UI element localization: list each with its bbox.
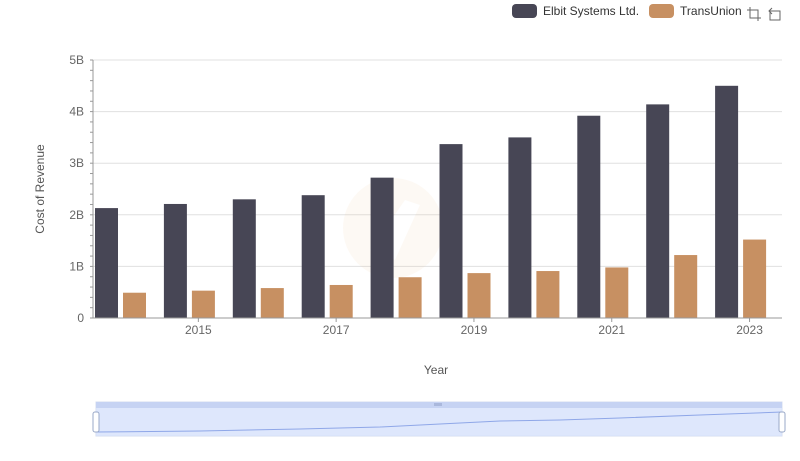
bar-transunion-2015[interactable] bbox=[191, 290, 215, 318]
bar-elbit-2019[interactable] bbox=[439, 144, 463, 318]
x-tick-label: 2023 bbox=[736, 323, 763, 337]
x-tick-label: 2019 bbox=[461, 323, 488, 337]
bar-elbit-2016[interactable] bbox=[232, 199, 256, 318]
legend-item-transunion[interactable]: TransUnion bbox=[649, 4, 742, 18]
y-tick-label: 0 bbox=[77, 311, 84, 325]
bar-transunion-2023[interactable] bbox=[743, 239, 767, 318]
x-tick-label: 2017 bbox=[323, 323, 350, 337]
legend: Elbit Systems Ltd. TransUnion bbox=[512, 4, 742, 18]
legend-swatch-elbit bbox=[512, 4, 537, 18]
legend-swatch-transunion bbox=[649, 4, 675, 18]
y-axis-title: Cost of Revenue bbox=[33, 144, 47, 234]
bar-elbit-2014[interactable] bbox=[95, 208, 118, 318]
bar-transunion-2014[interactable] bbox=[123, 292, 146, 318]
y-tick-label: 1B bbox=[69, 259, 84, 273]
bar-transunion-2017[interactable] bbox=[329, 284, 353, 318]
bar-elbit-2020[interactable] bbox=[508, 137, 532, 318]
bar-transunion-2021[interactable] bbox=[605, 267, 629, 318]
y-tick-label: 4B bbox=[69, 105, 84, 119]
bar-elbit-2021[interactable] bbox=[577, 115, 601, 318]
y-tick-label: 5B bbox=[69, 53, 84, 67]
bar-elbit-2023[interactable] bbox=[715, 85, 739, 318]
bar-elbit-2015[interactable] bbox=[163, 203, 187, 318]
zoom-slider[interactable] bbox=[92, 401, 786, 437]
bar-transunion-2020[interactable] bbox=[536, 271, 560, 318]
x-tick-label: 2021 bbox=[598, 323, 625, 337]
bar-transunion-2016[interactable] bbox=[260, 288, 284, 318]
x-tick-label: 2015 bbox=[185, 323, 212, 337]
zoom-slider-window[interactable] bbox=[96, 408, 782, 436]
bar-elbit-2022[interactable] bbox=[646, 104, 670, 318]
legend-item-elbit[interactable]: Elbit Systems Ltd. bbox=[512, 4, 639, 18]
bar-transunion-2022[interactable] bbox=[674, 255, 698, 318]
axes: 0 1B 2B 3B 4B 5B 2015 2017 2019 2021 2023 bbox=[69, 53, 782, 337]
bar-elbit-2018[interactable] bbox=[370, 177, 394, 318]
zoom-slider-grip[interactable] bbox=[434, 403, 442, 406]
bar-transunion-2018[interactable] bbox=[398, 277, 422, 318]
legend-label-elbit: Elbit Systems Ltd. bbox=[543, 4, 640, 18]
zoom-handle-right[interactable] bbox=[778, 411, 786, 433]
bars bbox=[95, 85, 767, 318]
zoom-icon[interactable] bbox=[747, 7, 761, 21]
bar-elbit-2017[interactable] bbox=[301, 195, 325, 318]
zoom-handle-left[interactable] bbox=[92, 411, 100, 433]
bar-transunion-2019[interactable] bbox=[467, 273, 491, 318]
zoom-slider-preview bbox=[95, 411, 783, 433]
legend-label-transunion: TransUnion bbox=[680, 4, 742, 18]
y-tick-label: 2B bbox=[69, 208, 84, 222]
x-axis-title: Year bbox=[424, 363, 448, 377]
y-tick-label: 3B bbox=[69, 156, 84, 170]
zoom-reset-icon[interactable] bbox=[767, 7, 781, 21]
toolbox bbox=[747, 7, 781, 21]
